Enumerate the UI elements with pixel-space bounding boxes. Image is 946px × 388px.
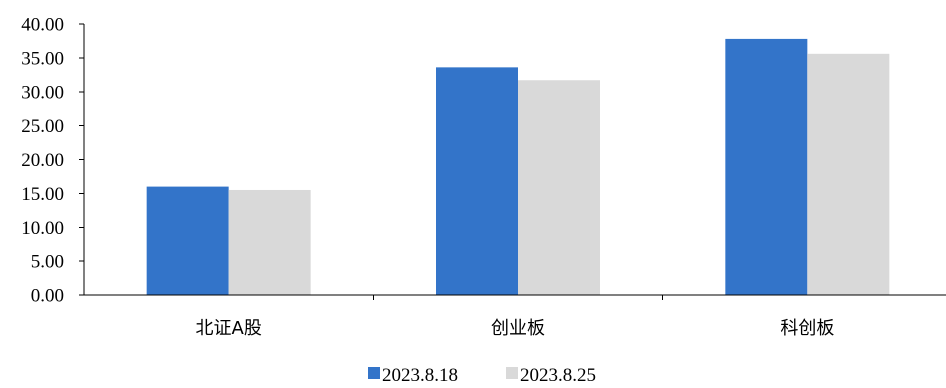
y-axis-ticks: 0.00 5.00 10.00 15.00 20.00 25.00 30.00 35.00 40… <box>21 15 84 307</box>
legend-label: 2023.8.25 <box>520 365 596 386</box>
legend: 2023.8.18 2023.8.25 <box>368 365 596 386</box>
bar-2023.8.25-科创板 <box>807 53 890 296</box>
x-category-label: 北证A股 <box>196 318 262 339</box>
y-tick-label: 25.00 <box>21 116 64 137</box>
x-axis-category-labels: 北证A股 创业板 科创板 <box>196 318 835 339</box>
bar-2023.8.18-科创板 <box>725 38 808 295</box>
bar-2023.8.18-创业板 <box>436 67 518 295</box>
y-tick-label: 15.00 <box>21 184 64 205</box>
y-tick-label: 35.00 <box>21 48 64 69</box>
bar-2023.8.18-北证A股 <box>146 186 229 295</box>
y-tick-label: 0.00 <box>31 286 64 307</box>
legend-swatch <box>506 367 518 379</box>
y-tick-label: 10.00 <box>21 218 64 239</box>
axes-group <box>83 24 946 296</box>
legend-swatch <box>368 367 380 379</box>
x-category-label: 创业板 <box>491 318 545 339</box>
y-tick-label: 5.00 <box>31 252 64 273</box>
x-category-label: 科创板 <box>780 318 834 339</box>
x-axis-ticks <box>372 295 664 300</box>
y-tick-label: 20.00 <box>21 150 64 171</box>
y-tick-label: 30.00 <box>21 82 64 103</box>
bar-2023.8.25-创业板 <box>518 80 600 295</box>
bar-2023.8.25-北证A股 <box>228 189 311 295</box>
legend-label: 2023.8.18 <box>382 365 458 386</box>
y-tick-label: 40.00 <box>21 15 64 36</box>
bars-group <box>146 38 890 296</box>
